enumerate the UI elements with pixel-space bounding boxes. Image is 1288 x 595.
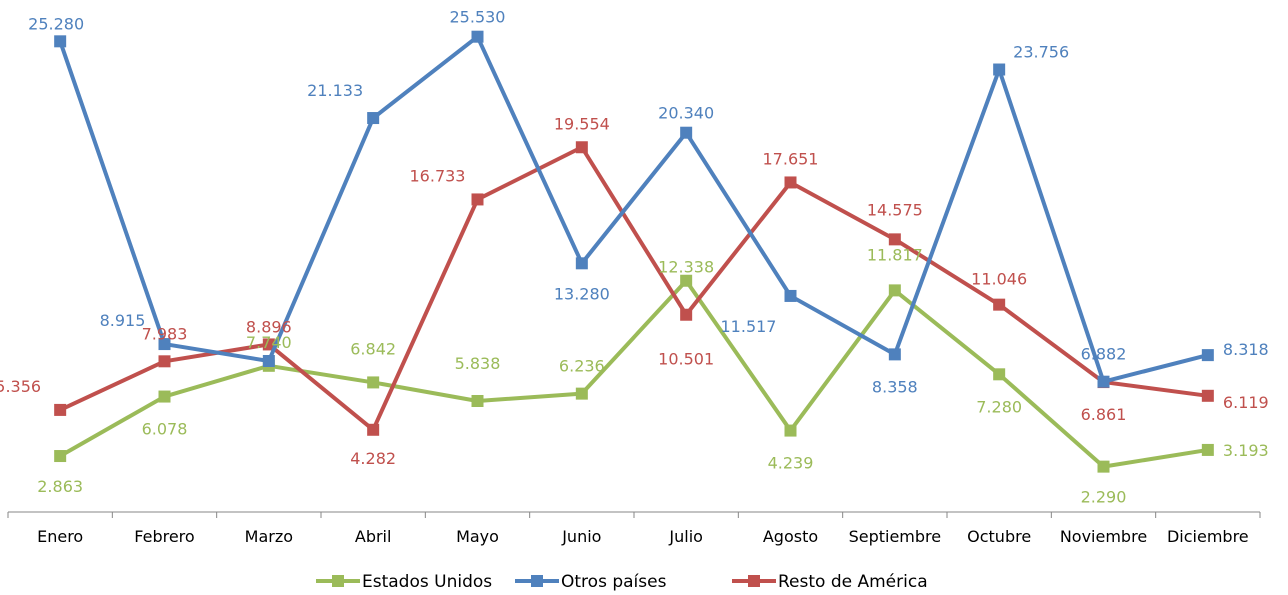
data-point-estados-unidos (158, 390, 171, 403)
data-point-otros-pa-ses (158, 338, 171, 351)
data-labels: 2.863 6.078 7.740 6.842 5.838 6.236 12.338 4.23… (0, 8, 1269, 507)
x-tick-label: Enero (37, 527, 83, 546)
data-label-otros-pa-ses: 21.133 (307, 81, 363, 100)
data-label-estados-unidos: 3.193 (1223, 441, 1269, 460)
x-tick-label: Agosto (763, 527, 818, 546)
data-point-estados-unidos (784, 424, 797, 437)
data-point-estados-unidos (54, 450, 67, 463)
data-point-otros-pa-ses (680, 126, 693, 139)
x-tick-label: Julio (668, 527, 703, 546)
data-label-estados-unidos: 4.239 (768, 454, 814, 473)
data-label-otros-pa-ses: 20.340 (658, 104, 714, 123)
x-tick-label: Marzo (245, 527, 293, 546)
data-point-estados-unidos (367, 376, 380, 389)
data-label-estados-unidos: 6.078 (142, 420, 188, 439)
legend-label-estados-unidos: Estados Unidos (362, 572, 492, 592)
data-label-estados-unidos: 7.280 (976, 397, 1022, 416)
data-label-estados-unidos: 7.740 (246, 333, 292, 352)
data-label-otros-pa-ses: 25.280 (28, 14, 84, 33)
data-point-resto-de-am-rica (784, 176, 797, 189)
data-point-estados-unidos (993, 368, 1006, 381)
data-point-resto-de-am-rica (888, 233, 901, 246)
data-label-otros-pa-ses: 13.280 (554, 284, 610, 303)
data-label-estados-unidos: 2.863 (37, 477, 83, 496)
legend: Estados Unidos Otros países Resto de Améri… (316, 572, 928, 592)
data-label-resto-de-am-rica: 16.733 (410, 166, 466, 185)
data-label-otros-pa-ses: 8.318 (1223, 340, 1269, 359)
x-tick-label: Mayo (456, 527, 499, 546)
data-point-resto-de-am-rica (471, 193, 484, 206)
data-label-resto-de-am-rica: 11.046 (971, 270, 1027, 289)
data-point-resto-de-am-rica (54, 403, 67, 416)
data-point-resto-de-am-rica (575, 141, 588, 154)
series-line-otros-pa-ses (58, 34, 1209, 384)
legend-marker-resto-de-am-rica (748, 575, 760, 587)
data-label-resto-de-am-rica: 6.861 (1081, 405, 1127, 424)
legend-label-otros-pa-ses: Otros países (561, 572, 667, 592)
data-label-resto-de-am-rica: 4.282 (350, 449, 396, 468)
data-label-estados-unidos: 5.838 (455, 354, 501, 373)
data-label-resto-de-am-rica: 5.356 (0, 377, 41, 396)
legend-marker-otros-pa-ses (531, 575, 543, 587)
data-point-estados-unidos (888, 284, 901, 297)
data-label-otros-pa-ses: 23.756 (1013, 43, 1069, 62)
data-point-otros-pa-ses (471, 30, 484, 43)
data-label-resto-de-am-rica: 17.651 (763, 149, 819, 168)
data-label-otros-pa-ses: 11.517 (721, 317, 777, 336)
x-tick-label: Junio (561, 527, 601, 546)
data-point-otros-pa-ses (54, 35, 67, 48)
series-layer (54, 30, 1214, 473)
data-label-otros-pa-ses: 6.882 (1081, 345, 1127, 364)
data-label-estados-unidos: 2.290 (1081, 488, 1127, 507)
series-line-resto-de-am-rica (59, 145, 1209, 432)
x-tick-label: Febrero (134, 527, 194, 546)
data-point-estados-unidos (1097, 460, 1110, 473)
data-label-resto-de-am-rica: 7.983 (142, 324, 188, 343)
data-point-resto-de-am-rica (680, 308, 693, 321)
data-label-resto-de-am-rica: 19.554 (554, 114, 610, 133)
data-label-resto-de-am-rica: 6.119 (1223, 393, 1269, 412)
data-point-otros-pa-ses (1097, 375, 1110, 388)
data-label-resto-de-am-rica: 10.501 (658, 350, 714, 369)
data-point-resto-de-am-rica (262, 338, 275, 351)
data-point-estados-unidos (680, 274, 693, 287)
data-point-estados-unidos (575, 387, 588, 400)
data-label-estados-unidos: 6.236 (559, 357, 605, 376)
data-point-estados-unidos (1201, 443, 1214, 456)
data-label-otros-pa-ses: 25.530 (450, 8, 506, 27)
data-label-otros-pa-ses: 8.915 (100, 311, 146, 330)
x-tick-label: Abril (355, 527, 392, 546)
x-tick-label: Octubre (967, 527, 1031, 546)
x-axis-ticks: Enero Febrero Marzo Abril Mayo Junio Julio Agos… (7, 512, 1261, 546)
data-point-resto-de-am-rica (993, 298, 1006, 311)
data-point-resto-de-am-rica (1201, 389, 1214, 402)
data-point-otros-pa-ses (888, 348, 901, 361)
x-tick-label: Septiembre (849, 527, 942, 546)
series-line-estados-unidos (59, 278, 1209, 469)
data-point-otros-pa-ses (367, 112, 380, 125)
data-label-estados-unidos: 11.817 (867, 245, 923, 264)
x-tick-label: Diciembre (1167, 527, 1249, 546)
data-label-resto-de-am-rica: 14.575 (867, 200, 923, 219)
data-point-otros-pa-ses (993, 63, 1006, 76)
data-point-otros-pa-ses (262, 355, 275, 367)
data-point-otros-pa-ses (1201, 349, 1214, 362)
data-point-resto-de-am-rica (367, 423, 380, 436)
data-point-otros-pa-ses (784, 289, 797, 302)
data-label-estados-unidos: 6.842 (350, 339, 396, 358)
legend-label-resto-de-am-rica: Resto de América (778, 572, 928, 592)
data-label-resto-de-am-rica: 8.896 (246, 317, 292, 336)
x-tick-label: Noviembre (1060, 527, 1147, 546)
legend-marker-estados-unidos (332, 575, 344, 587)
data-point-otros-pa-ses (575, 257, 588, 270)
data-label-otros-pa-ses: 8.358 (872, 377, 918, 396)
data-point-estados-unidos (471, 394, 484, 407)
data-point-resto-de-am-rica (158, 355, 171, 368)
data-label-estados-unidos: 12.338 (658, 258, 714, 277)
